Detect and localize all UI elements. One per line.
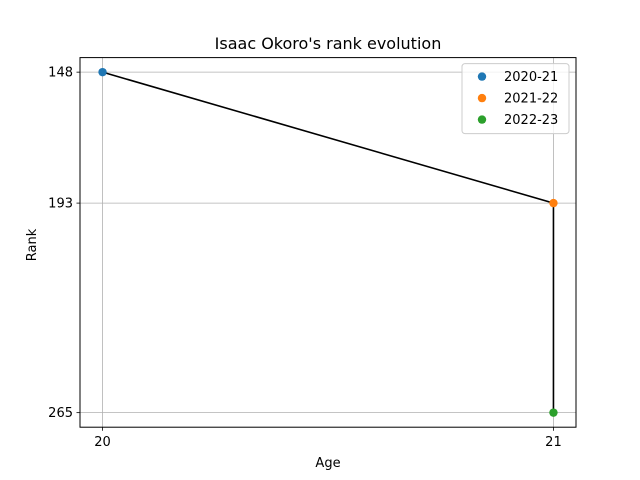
data-points (98, 67, 558, 417)
y-tick-label: 265 (48, 406, 73, 421)
data-point-2022-23 (549, 408, 558, 417)
legend: 2020-21 2021-22 2022-23 (461, 63, 570, 135)
plot-area-frame (79, 57, 577, 428)
legend-label: 2021-22 (504, 92, 558, 107)
x-tick-label: 20 (94, 435, 111, 450)
x-axis-label: Age (315, 456, 340, 471)
legend-marker (477, 93, 487, 103)
legend-label: 2022-23 (504, 113, 558, 128)
legend-marker (477, 115, 487, 124)
chart-title: Isaac Okoro's rank evolution (215, 34, 442, 53)
data-point-2020-21 (98, 67, 107, 77)
legend-label: 2020-21 (504, 70, 558, 85)
data-point-2021-22 (549, 198, 558, 208)
legend-marker (477, 72, 487, 81)
y-tick-label: 193 (48, 197, 73, 212)
x-tick-label: 21 (545, 435, 562, 450)
y-tick-label: 148 (48, 66, 73, 81)
legend-box (461, 63, 570, 135)
y-axis-label: Rank (25, 228, 40, 261)
axis-ticks: 20 21 148 193 265 (48, 66, 562, 451)
